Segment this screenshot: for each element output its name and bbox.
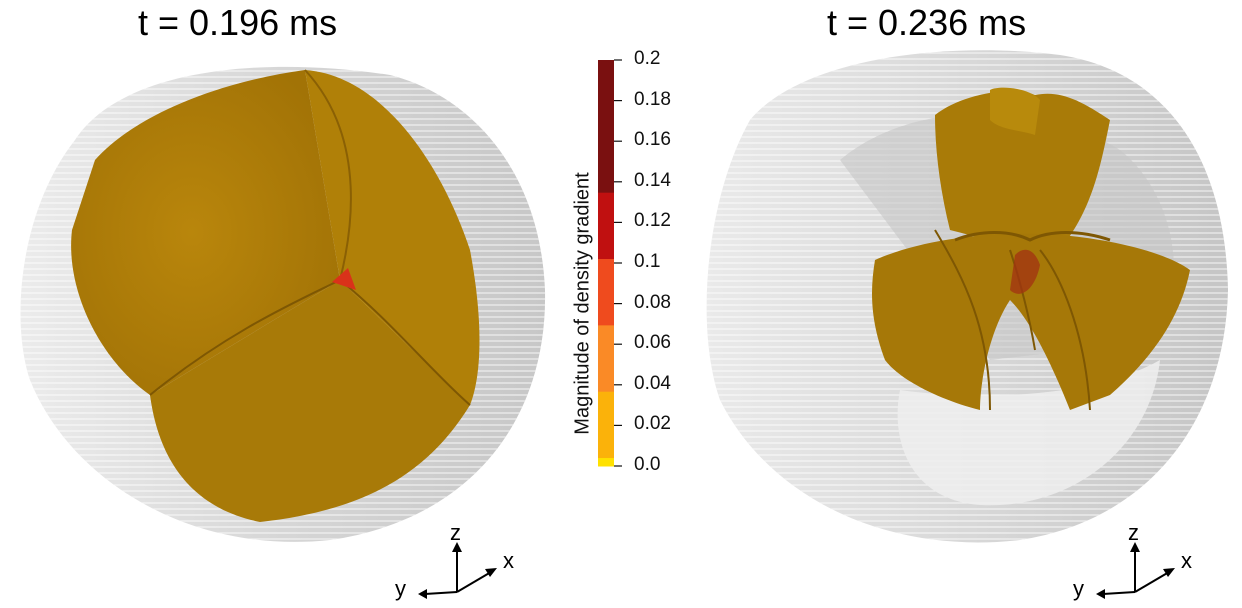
colorbar-tick-label: 0.08 [634,291,671,313]
axis-y-label: y [395,576,406,601]
axes-arrows [1096,542,1175,599]
colorbar-tick-label: 0.0 [634,454,661,475]
colorbar-scale [598,59,622,467]
colorbar-band [598,192,614,260]
title-right: t = 0.236 ms [827,2,1027,43]
colorbar-tick-label: 0.18 [634,88,671,110]
colorbar-tick-label: 0.16 [634,129,671,151]
isosurface-shock-structure [872,87,1190,411]
render-panel-right [706,50,1228,543]
axis-x-label: x [1181,548,1192,573]
colorbar-tick-label: 0.1 [634,251,661,272]
colorbar-band [598,60,614,194]
axis-y-label: y [1073,576,1084,601]
colorbar-band [598,458,614,467]
title-left: t = 0.196 ms [138,2,338,43]
colorbar-title: Magnitude of density gradient [571,172,594,435]
axis-z-label: z [450,520,461,545]
axes-triad-right: z x y [1073,520,1203,602]
colorbar-tick-label: 0.12 [634,210,671,232]
colorbar-tick-label: 0.06 [634,332,671,354]
colorbar-tick-label: 0.14 [634,169,671,191]
axis-z-label: z [1128,520,1139,545]
colorbar-band [598,391,614,459]
axes-arrows [418,542,497,599]
render-panel-left [20,66,546,542]
axis-x-label: x [503,548,514,573]
colorbar-tick-label: 0.2 [634,48,661,69]
colorbar-band [598,325,614,393]
isosurface-shock-front [71,69,480,522]
axes-triad-left: z x y [395,520,525,602]
colorbar-tick-label: 0.02 [634,413,671,435]
colorbar-tick-label: 0.04 [634,372,671,394]
colorbar: Magnitude of density gradient 0.2 0.18 0.1… [560,40,690,500]
colorbar-band [598,259,614,326]
